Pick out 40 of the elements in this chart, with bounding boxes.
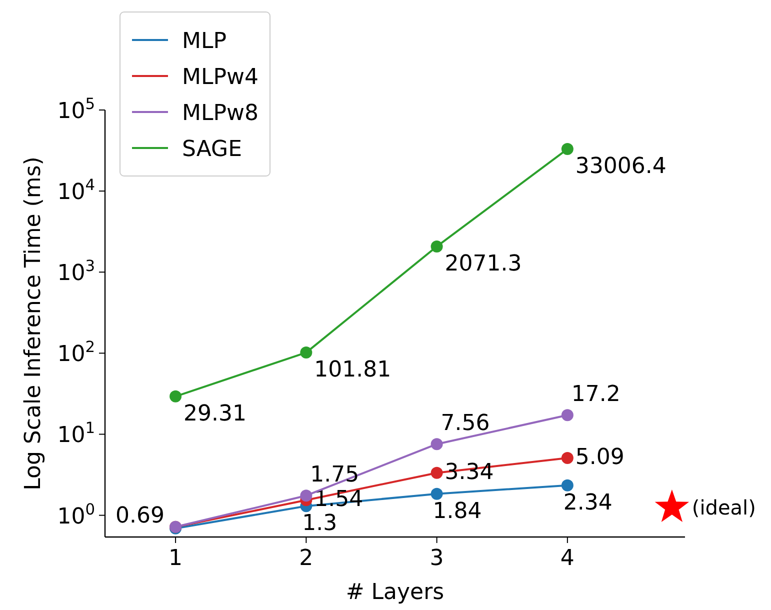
y-tick-label: 10$^{4}$ xyxy=(57,176,95,206)
x-axis-title: # Layers xyxy=(346,580,444,605)
y-tick-label: 10$^{5}$ xyxy=(57,95,95,124)
legend-label: MLPw8 xyxy=(182,101,258,126)
y-axis-title: Log Scale Inference Time (ms) xyxy=(21,156,46,490)
x-tick-label: 3 xyxy=(430,546,444,571)
data-label: 7.56 xyxy=(440,411,490,436)
y-tick-label: 10$^{3}$ xyxy=(57,257,95,286)
y-tick-label: 10$^{2}$ xyxy=(57,338,95,368)
data-label: 101.81 xyxy=(314,358,392,383)
legend-label: SAGE xyxy=(182,137,242,162)
point xyxy=(430,466,443,479)
point xyxy=(170,390,182,402)
point xyxy=(561,479,574,492)
data-label: 17.2 xyxy=(571,382,620,408)
legend-label: MLPw4 xyxy=(182,65,258,90)
legend-label: MLP xyxy=(182,29,227,54)
point xyxy=(300,346,312,359)
point xyxy=(561,452,574,464)
point xyxy=(561,143,574,156)
data-label: 1.3 xyxy=(302,511,338,536)
data-label: 2071.3 xyxy=(444,251,522,276)
point xyxy=(561,409,574,422)
x-tick-label: 4 xyxy=(560,546,574,571)
data-label: 2.34 xyxy=(563,490,612,516)
data-label: 0.69 xyxy=(116,503,165,528)
data-label: 29.31 xyxy=(184,401,247,426)
point xyxy=(430,240,443,252)
x-tick-label: 2 xyxy=(299,546,314,571)
point xyxy=(430,488,443,500)
point xyxy=(430,438,443,450)
data-label: 33006.4 xyxy=(575,154,666,180)
data-label: 5.09 xyxy=(575,445,624,470)
annotation: (ideal) xyxy=(692,495,756,520)
data-label: 1.84 xyxy=(432,498,482,524)
y-tick-label: 10$^{1}$ xyxy=(57,419,95,448)
x-tick-label: 1 xyxy=(168,546,183,571)
point xyxy=(300,490,312,502)
y-tick-label: 10$^{0}$ xyxy=(57,500,95,530)
data-label: 1.75 xyxy=(310,462,360,488)
